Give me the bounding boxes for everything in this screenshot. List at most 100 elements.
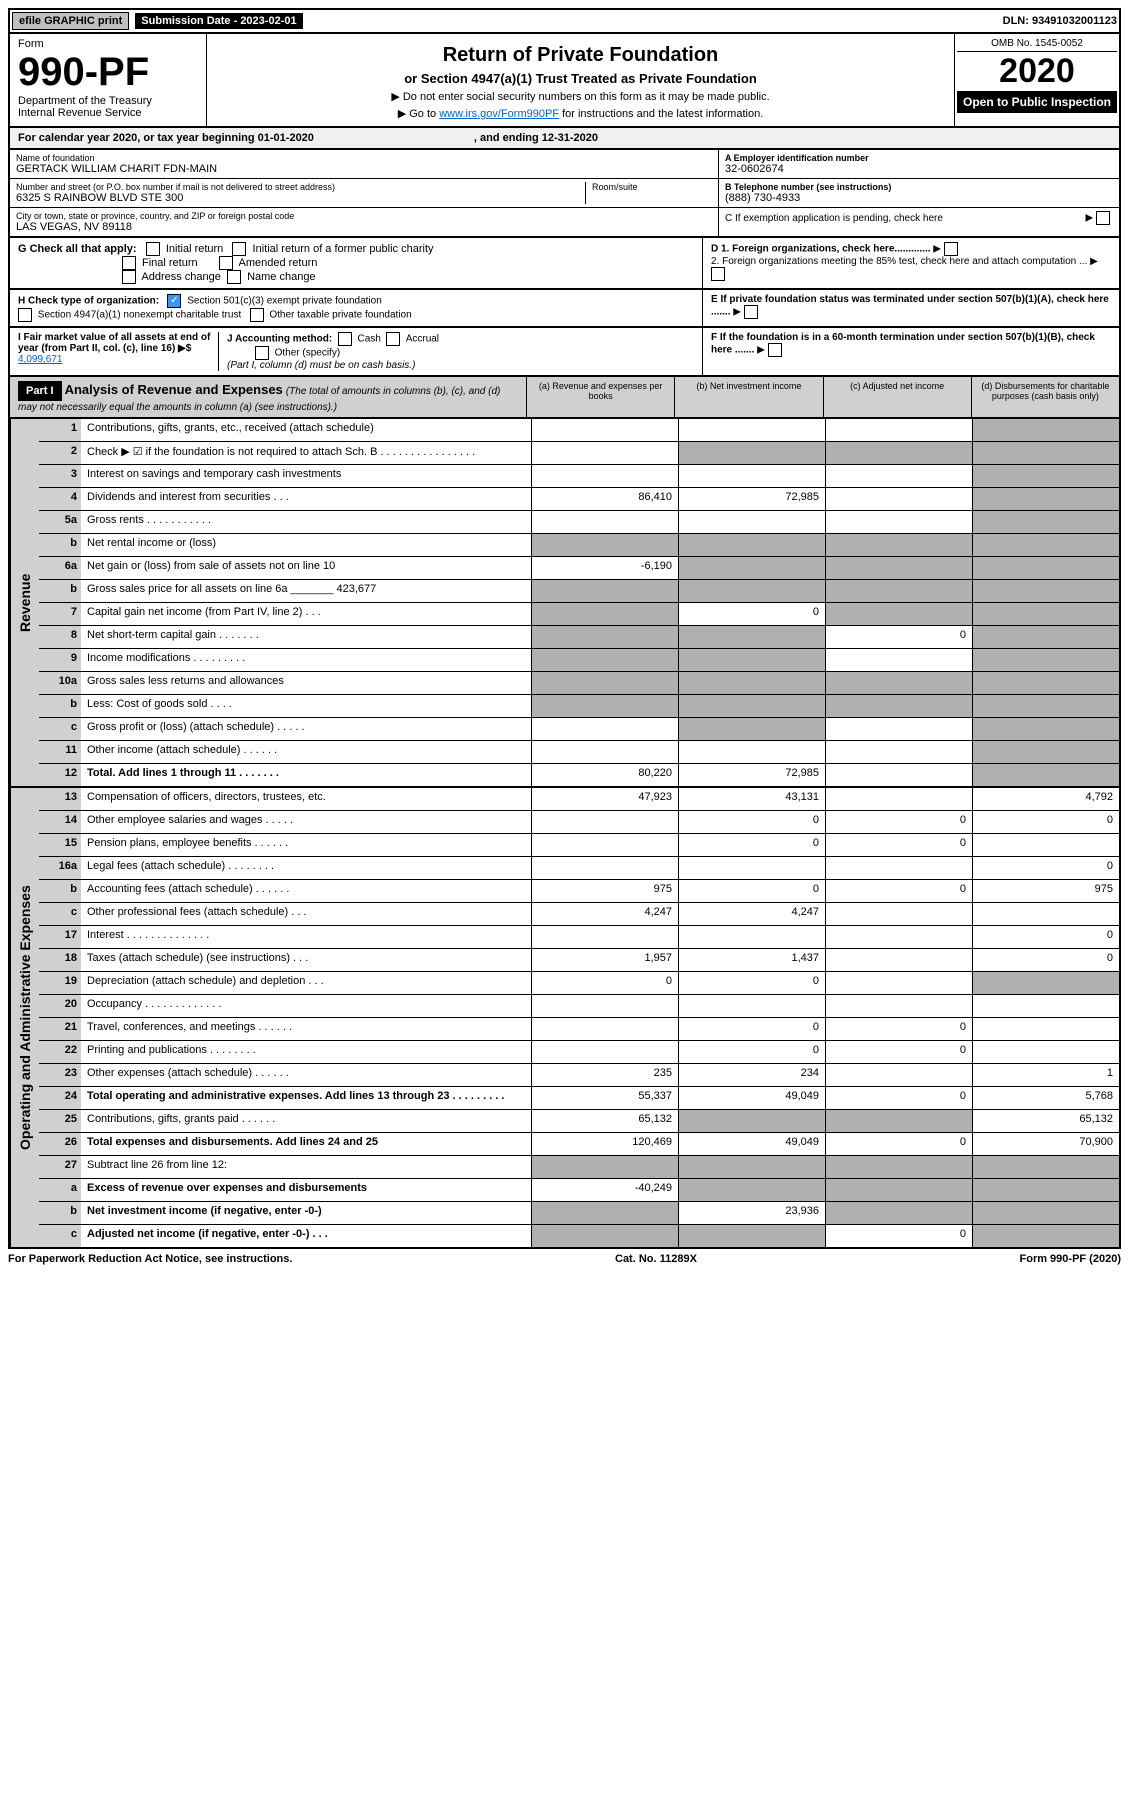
initial-checkbox[interactable]: [146, 242, 160, 256]
cell-b: [678, 1225, 825, 1247]
row-label: Net gain or (loss) from sale of assets n…: [81, 557, 531, 579]
cell-b: 4,247: [678, 903, 825, 925]
cell-c: [825, 695, 972, 717]
form-title: Return of Private Foundation: [213, 44, 948, 67]
row-label: Other employee salaries and wages . . . …: [81, 811, 531, 833]
cell-c: [825, 949, 972, 971]
cell-c: 0: [825, 1087, 972, 1109]
row-label: Occupancy . . . . . . . . . . . . .: [81, 995, 531, 1017]
cell-a: [531, 626, 678, 648]
cell-c: 0: [825, 1133, 972, 1155]
cell-c: [825, 788, 972, 810]
cell-d: [972, 972, 1119, 994]
cell-d: [972, 534, 1119, 556]
row-number: 14: [39, 811, 81, 833]
cell-b: 72,985: [678, 764, 825, 786]
c-label: C If exemption application is pending, c…: [725, 213, 943, 224]
cell-c: 0: [825, 626, 972, 648]
row-number: 6a: [39, 557, 81, 579]
cell-d: [972, 995, 1119, 1017]
e-checkbox[interactable]: [744, 305, 758, 319]
row-number: c: [39, 1225, 81, 1247]
f-checkbox[interactable]: [768, 343, 782, 357]
table-row: 8Net short-term capital gain . . . . . .…: [39, 626, 1119, 649]
cell-c: [825, 764, 972, 786]
row-number: 11: [39, 741, 81, 763]
cell-d: [972, 626, 1119, 648]
cash-checkbox[interactable]: [338, 332, 352, 346]
cell-d: 0: [972, 857, 1119, 879]
cell-b: [678, 465, 825, 487]
table-row: 21Travel, conferences, and meetings . . …: [39, 1018, 1119, 1041]
cell-c: [825, 995, 972, 1017]
accrual-checkbox[interactable]: [386, 332, 400, 346]
final-checkbox[interactable]: [122, 256, 136, 270]
row-number: 13: [39, 788, 81, 810]
form-link[interactable]: www.irs.gov/Form990PF: [439, 108, 559, 120]
table-row: 14Other employee salaries and wages . . …: [39, 811, 1119, 834]
cell-a: -6,190: [531, 557, 678, 579]
4947-checkbox[interactable]: [18, 308, 32, 322]
table-row: 2Check ▶ ☑ if the foundation is not requ…: [39, 442, 1119, 465]
amended-checkbox[interactable]: [219, 256, 233, 270]
cell-d: [972, 672, 1119, 694]
cell-b: [678, 926, 825, 948]
other-taxable-checkbox[interactable]: [250, 308, 264, 322]
cell-d: [972, 1156, 1119, 1178]
row-label: Other income (attach schedule) . . . . .…: [81, 741, 531, 763]
table-row: cAdjusted net income (if negative, enter…: [39, 1225, 1119, 1247]
cell-c: [825, 1202, 972, 1224]
address-checkbox[interactable]: [122, 270, 136, 284]
note1: ▶ Do not enter social security numbers o…: [213, 90, 948, 103]
row-label: Compensation of officers, directors, tru…: [81, 788, 531, 810]
cell-b: [678, 718, 825, 740]
row-label: Less: Cost of goods sold . . . .: [81, 695, 531, 717]
table-row: cOther professional fees (attach schedul…: [39, 903, 1119, 926]
table-row: 11Other income (attach schedule) . . . .…: [39, 741, 1119, 764]
table-row: 15Pension plans, employee benefits . . .…: [39, 834, 1119, 857]
cell-d: [972, 1202, 1119, 1224]
irs-label: Internal Revenue Service: [18, 107, 198, 119]
cell-a: [531, 419, 678, 441]
initial-former-checkbox[interactable]: [232, 242, 246, 256]
cell-b: 0: [678, 1018, 825, 1040]
cell-a: [531, 1018, 678, 1040]
row-label: Printing and publications . . . . . . . …: [81, 1041, 531, 1063]
c-checkbox[interactable]: [1096, 211, 1110, 225]
cell-b: 0: [678, 811, 825, 833]
col-a-head: (a) Revenue and expenses per books: [526, 377, 674, 417]
row-number: b: [39, 880, 81, 902]
501c3-checkbox[interactable]: [167, 294, 181, 308]
foundation-city: LAS VEGAS, NV 89118: [16, 221, 712, 233]
table-row: cGross profit or (loss) (attach schedule…: [39, 718, 1119, 741]
row-number: 16a: [39, 857, 81, 879]
cell-d: 1: [972, 1064, 1119, 1086]
cell-b: 234: [678, 1064, 825, 1086]
cell-a: [531, 1202, 678, 1224]
d2-checkbox[interactable]: [711, 267, 725, 281]
namechange-checkbox[interactable]: [227, 270, 241, 284]
cell-a: [531, 603, 678, 625]
cell-a: 120,469: [531, 1133, 678, 1155]
row-number: 5a: [39, 511, 81, 533]
row-number: 23: [39, 1064, 81, 1086]
cell-c: [825, 903, 972, 925]
table-row: 20Occupancy . . . . . . . . . . . . .: [39, 995, 1119, 1018]
other-checkbox[interactable]: [255, 346, 269, 360]
cell-d: [972, 649, 1119, 671]
row-label: Check ▶ ☑ if the foundation is not requi…: [81, 442, 531, 464]
cell-b: [678, 741, 825, 763]
d1-checkbox[interactable]: [944, 242, 958, 256]
row-label: Travel, conferences, and meetings . . . …: [81, 1018, 531, 1040]
header-center: Return of Private Foundation or Section …: [207, 34, 954, 126]
form-label: Form: [18, 38, 198, 50]
cell-c: [825, 557, 972, 579]
e-label: E If private foundation status was termi…: [711, 294, 1109, 318]
note2: ▶ Go to www.irs.gov/Form990PF for instru…: [213, 107, 948, 120]
foundation-phone: (888) 730-4933: [725, 192, 1113, 204]
cell-a: [531, 1225, 678, 1247]
cell-d: [972, 1018, 1119, 1040]
table-row: 7Capital gain net income (from Part IV, …: [39, 603, 1119, 626]
row-label: Contributions, gifts, grants paid . . . …: [81, 1110, 531, 1132]
row-number: 1: [39, 419, 81, 441]
